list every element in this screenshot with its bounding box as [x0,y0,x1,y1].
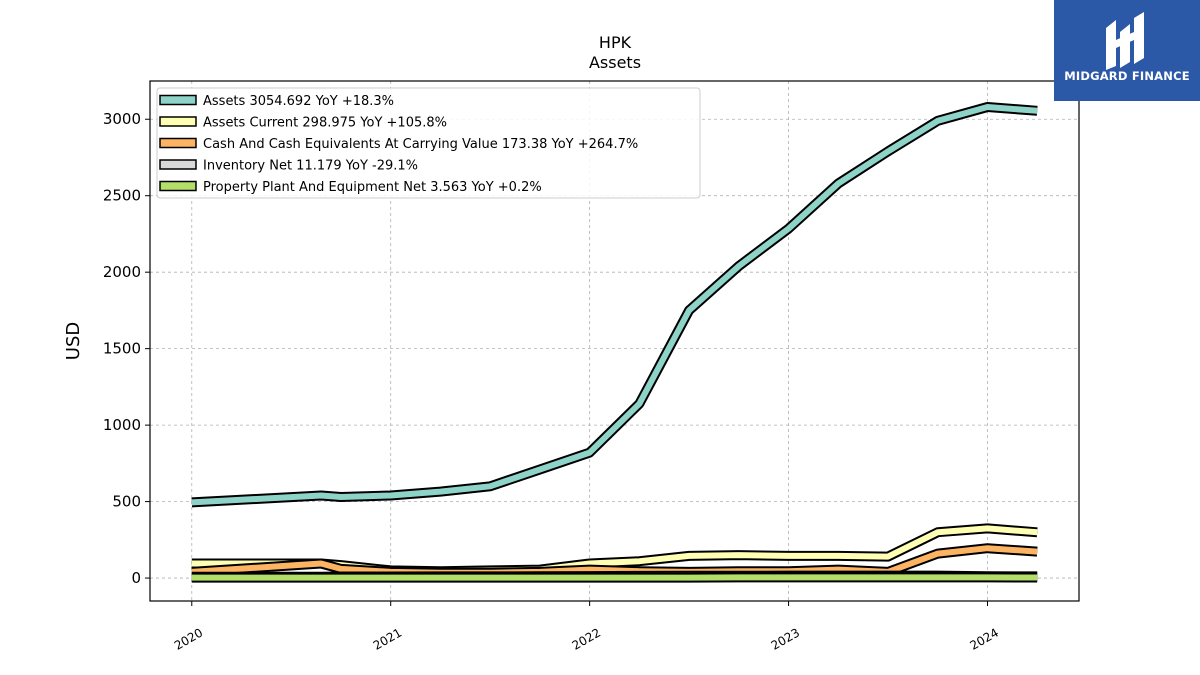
legend-entry: Cash And Cash Equivalents At Carrying Va… [203,137,638,152]
y-tick-label: 1500 [103,340,141,358]
logo-text: MIDGARD FINANCE [1064,69,1190,83]
y-tick-label: 3000 [103,110,141,128]
y-axis: 0 500 1000 1500 2000 2500 3000 [103,110,150,587]
legend-swatch [159,94,197,106]
x-tick-label: 2023 [769,625,802,652]
x-tick-label: 2021 [371,625,404,652]
x-axis: 2020 2021 2022 2023 2024 [172,601,1001,653]
x-tick-label: 2024 [968,625,1001,652]
series-lines [191,102,1038,583]
x-tick-label: 2022 [570,625,603,652]
plot-frame [149,80,1080,602]
y-tick-label: 2000 [103,263,141,281]
legend-entry: Assets 3054.692 YoY +18.3% [203,94,394,109]
legend-swatch [159,180,197,192]
chart-subtitle: Assets [589,53,641,72]
y-tick-label: 500 [112,493,141,511]
legend-swatch [159,159,197,170]
y-tick-label: 1000 [103,416,141,434]
legend-swatch [159,116,197,127]
legend: Assets 3054.692 YoY +18.3% Assets Current… [156,87,701,199]
midgard-finance-logo: MIDGARD FINANCE [1054,0,1200,101]
legend-entry: Property Plant And Equipment Net 3.563 Y… [203,180,542,195]
y-tick-label: 0 [131,569,141,587]
midgard-logo-icon [1106,12,1144,70]
x-tick-label: 2020 [172,625,205,652]
y-tick-label: 2500 [103,187,141,205]
y-axis-label: USD [63,322,84,360]
legend-swatch [159,137,197,149]
chart-title: HPK [599,33,632,52]
legend-entry: Assets Current 298.975 YoY +105.8% [203,116,447,131]
legend-box [156,87,701,199]
series-line [191,104,1038,506]
legend-entry: Inventory Net 11.179 YoY -29.1% [203,159,418,174]
